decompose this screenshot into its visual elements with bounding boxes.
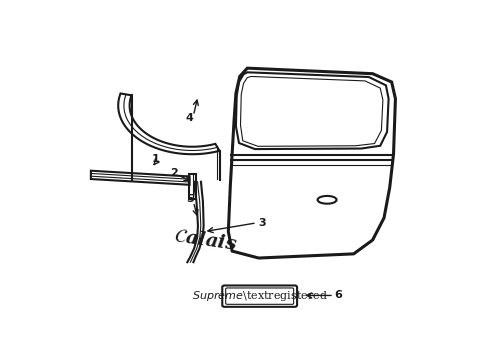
Text: $\mathit{Supreme}$\textregistered: $\mathit{Supreme}$\textregistered <box>192 289 327 303</box>
Text: 5: 5 <box>186 194 194 204</box>
Text: 2: 2 <box>170 168 177 179</box>
Text: 6: 6 <box>335 291 343 301</box>
Text: $\mathcal{C}$alais: $\mathcal{C}$alais <box>173 227 238 253</box>
Text: 4: 4 <box>185 113 193 123</box>
Text: 3: 3 <box>259 218 267 228</box>
Text: 1: 1 <box>151 154 159 164</box>
